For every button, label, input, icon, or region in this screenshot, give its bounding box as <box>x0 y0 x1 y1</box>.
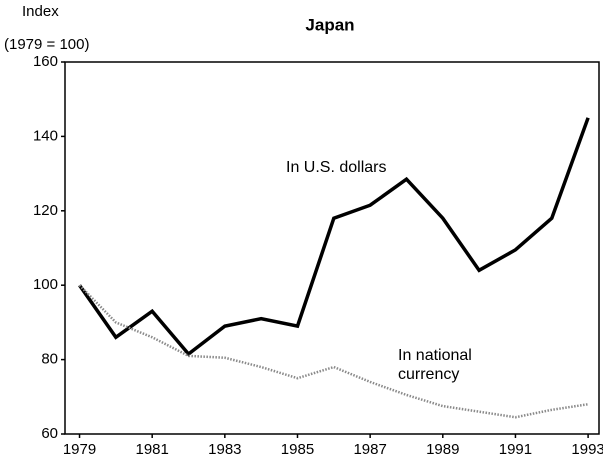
y-tick-label: 140 <box>33 127 58 144</box>
y-axis-label: (1979 = 100) <box>4 36 89 53</box>
x-tick-label: 1993 <box>571 441 603 458</box>
y-tick-label: 120 <box>33 202 58 219</box>
x-tick-label: 1981 <box>135 441 168 458</box>
plot-frame <box>64 61 600 435</box>
y-tick-label: 80 <box>41 351 58 368</box>
y-axis-label: Index <box>22 3 59 20</box>
x-tick-label: 1987 <box>353 441 386 458</box>
x-tick-label: 1979 <box>63 441 96 458</box>
series-line <box>78 284 589 419</box>
x-tick-label: 1983 <box>208 441 241 458</box>
series-line <box>78 117 590 357</box>
x-tick-label: 1991 <box>499 441 532 458</box>
x-tick-label: 1985 <box>281 441 314 458</box>
y-tick-label: 160 <box>33 53 58 70</box>
y-tick-label: 60 <box>41 425 58 442</box>
x-tick-label: 1989 <box>426 441 459 458</box>
series-label: In U.S. dollars <box>286 159 387 176</box>
y-tick-label: 100 <box>33 276 58 293</box>
series-label: In national currency <box>398 347 472 383</box>
chart-title: Japan <box>305 15 354 34</box>
